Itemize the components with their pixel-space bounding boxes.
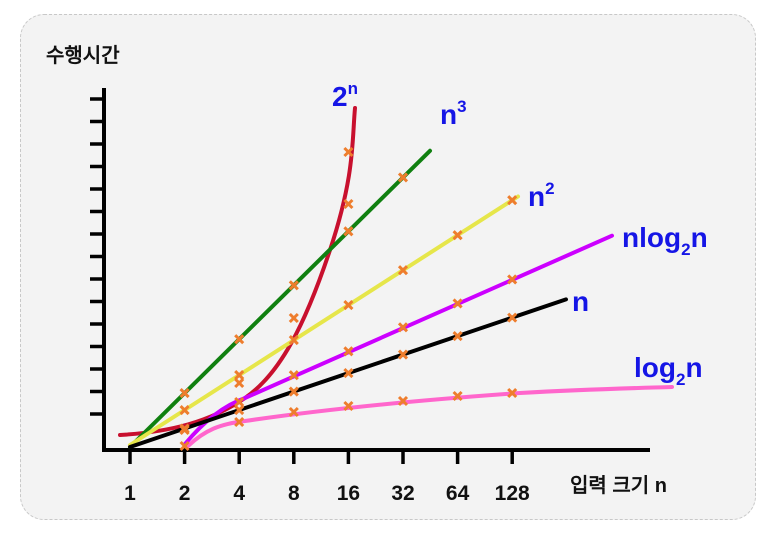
data-point xyxy=(343,226,354,237)
x-tick-label: 128 xyxy=(495,482,530,505)
x-tick-label: 64 xyxy=(446,482,470,505)
data-point xyxy=(343,346,354,357)
series-label: 2n xyxy=(332,79,358,112)
data-point xyxy=(179,440,190,452)
data-point xyxy=(288,335,299,346)
data-point xyxy=(507,312,518,323)
data-point xyxy=(452,298,463,309)
data-point xyxy=(397,395,409,407)
y-axis-label: 수행시간 xyxy=(46,44,120,67)
x-tick-label: 8 xyxy=(288,482,300,505)
data-point xyxy=(234,416,245,428)
data-point xyxy=(179,404,190,416)
data-point xyxy=(507,195,518,206)
data-point xyxy=(179,388,190,399)
x-axis-label: 입력 크기 n xyxy=(570,474,667,497)
data-point xyxy=(343,146,354,158)
data-point xyxy=(397,172,409,183)
data-point xyxy=(288,370,299,381)
data-point xyxy=(288,312,299,324)
series-label: n xyxy=(572,286,589,317)
x-tick-label: 1 xyxy=(124,482,136,505)
x-tick-label: 4 xyxy=(233,482,245,505)
series-label: n2 xyxy=(528,179,555,212)
data-point xyxy=(234,334,245,345)
data-point xyxy=(234,369,245,381)
data-point xyxy=(343,400,354,412)
data-point xyxy=(179,423,190,434)
data-point xyxy=(397,349,409,360)
series-label: n3 xyxy=(440,97,467,130)
x-tick-label: 16 xyxy=(337,482,360,505)
data-point xyxy=(507,387,518,399)
data-point xyxy=(234,404,245,416)
data-point xyxy=(452,331,463,342)
series-curves xyxy=(118,106,674,449)
data-point xyxy=(507,274,518,285)
data-point xyxy=(288,386,299,397)
data-point xyxy=(397,322,409,333)
data-point xyxy=(452,230,463,241)
series-label: nlog2n xyxy=(622,222,708,259)
data-point xyxy=(343,198,354,210)
data-point xyxy=(452,390,463,402)
data-point xyxy=(343,368,354,379)
data-point xyxy=(288,280,299,291)
x-tick-label: 32 xyxy=(391,482,414,505)
series-line xyxy=(183,233,614,446)
series-label: log2n xyxy=(634,352,703,389)
series-line xyxy=(128,148,432,449)
data-point xyxy=(343,300,354,311)
data-point xyxy=(234,377,245,389)
axes: 1 2 4 8 16 32 64 128 xyxy=(90,88,650,505)
data-point xyxy=(288,406,299,418)
x-tick-label: 2 xyxy=(179,482,191,505)
data-point xyxy=(234,396,245,408)
series-line xyxy=(186,385,674,448)
series-markers xyxy=(179,146,518,452)
data-point xyxy=(397,265,409,276)
